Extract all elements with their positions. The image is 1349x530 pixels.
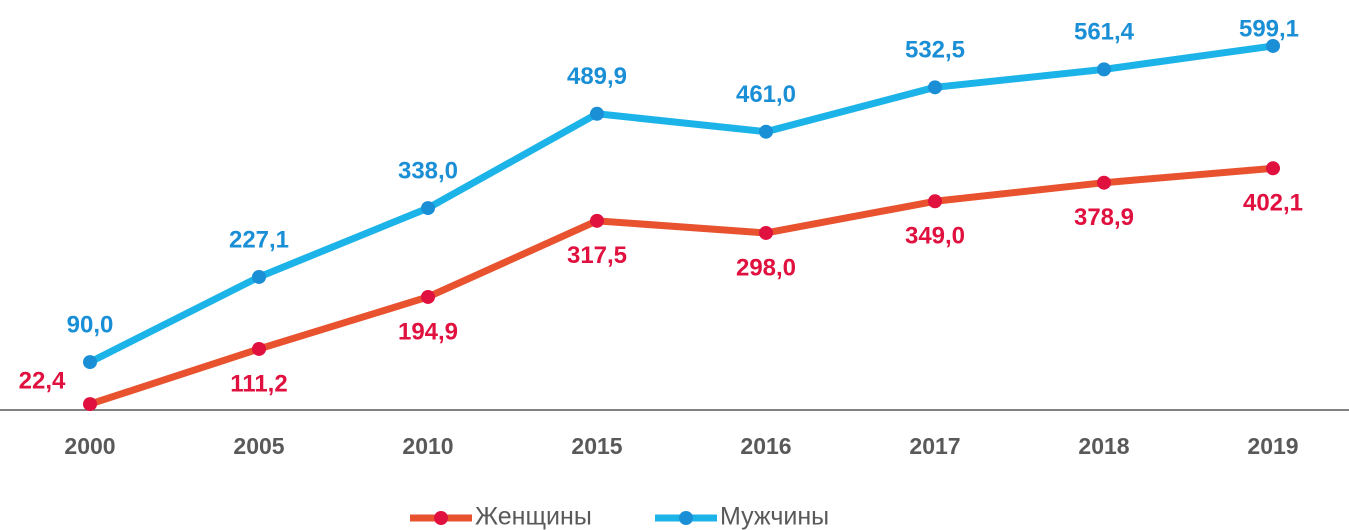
marker [83, 397, 97, 412]
data-label: 461,0 [736, 81, 796, 108]
legend-label: Мужчины [720, 503, 829, 530]
data-label: 599,1 [1239, 15, 1299, 42]
data-label: 532,5 [905, 37, 965, 64]
data-label: 227,1 [229, 226, 289, 253]
data-label: 90,0 [67, 311, 114, 338]
data-label: 194,9 [398, 318, 458, 345]
x-tick-label: 2017 [909, 433, 960, 459]
series-line [88, 164, 1274, 408]
x-tick-label: 2010 [402, 433, 453, 459]
legend-marker [679, 511, 693, 525]
marker [1266, 38, 1280, 53]
legend-marker [434, 511, 448, 525]
x-tick-label: 2015 [571, 433, 622, 459]
marker [1097, 62, 1111, 77]
data-label: 402,1 [1243, 190, 1303, 217]
marker [421, 289, 435, 304]
data-label: 349,0 [905, 223, 965, 250]
marker [759, 124, 773, 139]
x-tick-label: 2000 [64, 433, 115, 459]
data-label: 378,9 [1074, 204, 1134, 231]
marker [928, 80, 942, 95]
x-tick-label: 2005 [233, 433, 284, 459]
x-tick-label: 2019 [1247, 433, 1298, 459]
data-label: 489,9 [567, 63, 627, 90]
marker [1097, 175, 1111, 190]
marker [252, 269, 266, 284]
x-tick-label: 2018 [1078, 433, 1129, 459]
marker [252, 341, 266, 356]
data-label: 111,2 [230, 370, 287, 397]
series-line [88, 42, 1274, 366]
legend-label: Женщины [475, 503, 592, 530]
marker [590, 213, 604, 228]
x-tick-label: 2016 [740, 433, 791, 459]
data-label: 298,0 [736, 254, 796, 281]
data-label: 561,4 [1074, 19, 1135, 46]
data-label: 338,0 [398, 157, 458, 184]
marker [759, 225, 773, 240]
marker [590, 106, 604, 121]
data-label: 22,4 [19, 367, 66, 394]
marker [421, 201, 435, 216]
marker [928, 194, 942, 209]
marker [1266, 161, 1280, 176]
data-label: 317,5 [567, 242, 627, 269]
marker [83, 355, 97, 370]
